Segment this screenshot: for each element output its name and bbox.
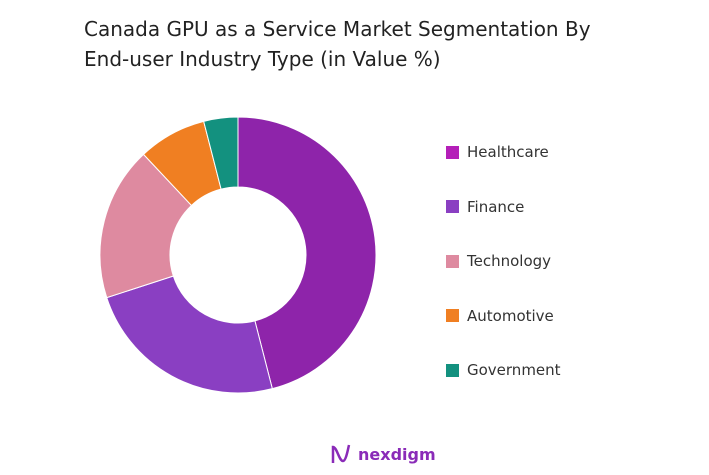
slice-government: [203, 116, 239, 190]
legend-item-healthcare: Healthcare: [446, 143, 549, 161]
legend-swatch: [446, 145, 459, 159]
legend-item-government: Government: [446, 361, 561, 379]
slice-finance: [106, 275, 273, 394]
legend-swatch: [446, 200, 459, 213]
legend-label: Technology: [467, 252, 552, 270]
legend-label: Healthcare: [467, 143, 549, 161]
slice-healthcare: [237, 116, 377, 390]
legend-swatch: [446, 363, 459, 377]
logo-text: nexdigm: [358, 444, 436, 464]
legend-label: Government: [467, 361, 561, 379]
logo-wave-icon: [331, 444, 351, 463]
nexdigm-logo: nexdigm: [330, 443, 436, 465]
legend-swatch: [446, 309, 459, 322]
legend-label: Automotive: [467, 306, 554, 325]
legend-label: Finance: [467, 197, 525, 216]
title-line-2: End-user Industry Type (in Value %): [84, 47, 441, 71]
legend-swatch: [446, 254, 459, 268]
legend-item-finance: Finance: [446, 198, 524, 216]
title-line-1: Canada GPU as a Service Market Segmentat…: [84, 17, 591, 41]
legend-item-technology: Technology: [446, 252, 551, 270]
chart-title: Canada GPU as a Service Market Segmentat…: [84, 14, 591, 74]
legend-item-automotive: Automotive: [446, 307, 554, 325]
